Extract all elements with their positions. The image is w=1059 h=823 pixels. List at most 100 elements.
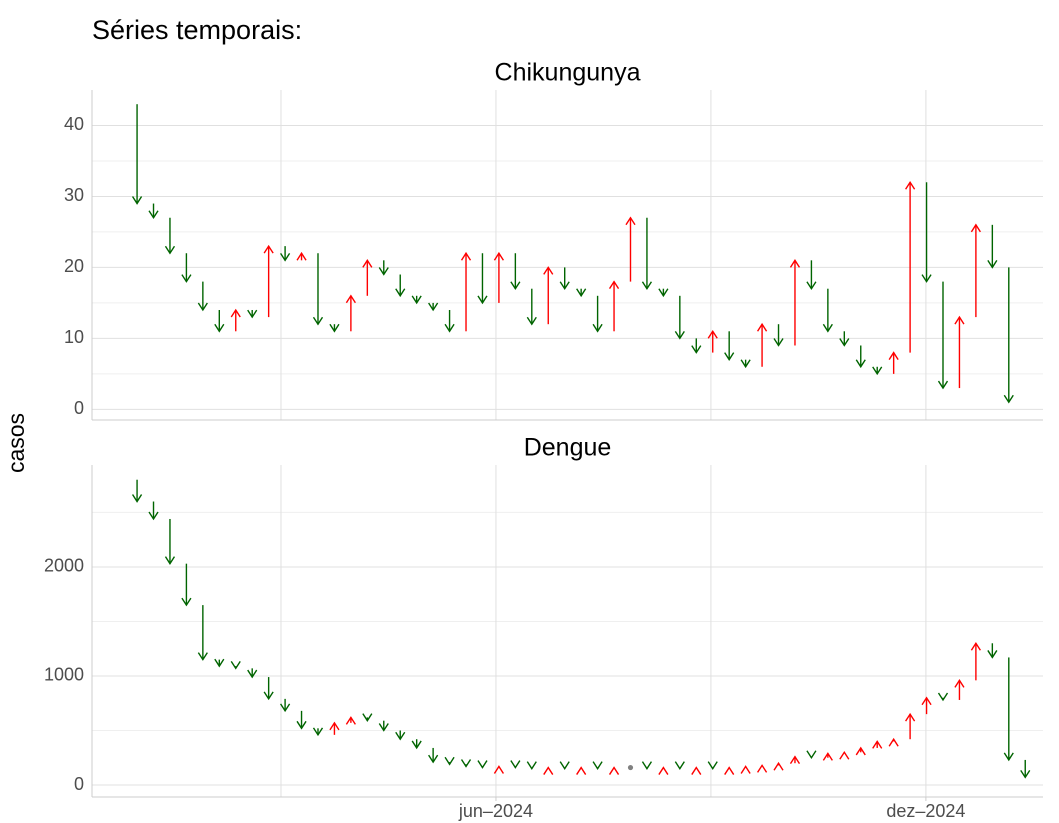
arrow-head <box>428 302 439 312</box>
arrow-head <box>773 338 784 347</box>
arrow-head <box>247 669 258 679</box>
change-arrow <box>296 251 307 261</box>
arrow-head <box>872 366 883 376</box>
change-arrow <box>559 761 570 770</box>
arrow-head <box>789 755 801 765</box>
facet-title: Dengue <box>524 434 612 462</box>
arrow-head <box>131 494 143 503</box>
y-tick-label: 2000 <box>44 556 84 576</box>
change-arrow <box>526 761 537 770</box>
change-arrow <box>608 766 620 775</box>
y-tick-label: 40 <box>64 114 84 134</box>
facet-title: Chikungunya <box>495 59 641 87</box>
arrow-head <box>247 309 258 319</box>
arrow-head <box>592 761 603 770</box>
arrow-head <box>329 323 340 333</box>
y-tick-label: 10 <box>64 327 84 347</box>
arrow-head <box>263 691 274 701</box>
arrow-head <box>197 302 208 312</box>
arrow-head <box>937 380 949 390</box>
change-arrow <box>411 739 422 750</box>
arrow-head <box>280 252 291 262</box>
arrow-head <box>674 761 685 770</box>
change-arrow <box>148 501 159 521</box>
arrow-head <box>987 650 998 659</box>
change-arrow <box>444 310 455 333</box>
change-arrow <box>395 730 406 741</box>
change-arrow <box>230 308 241 332</box>
change-arrow <box>296 710 307 730</box>
change-arrow <box>674 761 685 770</box>
change-arrow <box>822 752 833 761</box>
change-arrow <box>378 260 389 276</box>
arrow-head <box>691 766 702 775</box>
arrow-head <box>987 260 998 269</box>
arrow-head <box>345 716 356 725</box>
change-arrow <box>970 223 981 318</box>
arrow-head <box>312 727 324 737</box>
change-arrow <box>559 267 570 291</box>
change-arrow <box>954 679 965 700</box>
arrow-head <box>148 210 159 220</box>
arrow-head <box>477 295 488 305</box>
arrow-head <box>477 760 488 769</box>
arrow-head <box>526 316 537 326</box>
arrow-head <box>855 746 866 756</box>
change-arrow <box>773 324 784 347</box>
arrow-head <box>658 766 669 775</box>
change-arrow <box>280 246 291 262</box>
change-arrow <box>789 755 801 765</box>
arrow-head <box>707 761 718 770</box>
change-arrow <box>954 315 965 389</box>
no-change-point <box>627 764 634 771</box>
y-tick-label: 0 <box>74 774 84 794</box>
arrow-head <box>691 345 702 354</box>
change-arrow <box>280 698 291 713</box>
arrow-head <box>230 660 241 670</box>
arrow-head <box>641 281 653 291</box>
arrow-head <box>181 274 192 283</box>
arrow-head <box>921 696 932 706</box>
arrow-head <box>444 756 455 766</box>
change-arrow <box>592 295 603 333</box>
arrow-head <box>411 295 422 305</box>
change-arrow <box>987 643 998 659</box>
y-axis-label: casos <box>3 413 29 473</box>
arrow-head <box>460 759 472 768</box>
arrow-head <box>362 713 373 722</box>
change-arrow <box>345 294 356 332</box>
change-arrow <box>658 288 669 298</box>
change-arrow <box>576 766 587 775</box>
arrow-head <box>362 259 373 268</box>
arrow-head <box>888 737 899 747</box>
change-arrow <box>181 563 192 607</box>
arrow-head <box>724 352 735 361</box>
change-arrow <box>839 751 850 760</box>
arrow-head <box>395 731 406 741</box>
change-arrow <box>428 747 439 764</box>
y-tick-label: 30 <box>64 185 84 205</box>
x-tick-label: dez–2024 <box>886 801 965 821</box>
arrow-head <box>954 679 965 688</box>
change-arrow <box>263 244 274 318</box>
change-arrow <box>510 760 521 769</box>
change-arrow <box>888 351 899 374</box>
arrow-head <box>921 274 932 283</box>
arrow-head <box>756 322 768 332</box>
arrow-head <box>608 280 620 289</box>
arrow-head <box>970 641 981 651</box>
change-arrow <box>872 740 883 749</box>
arrow-head <box>1003 394 1014 404</box>
change-arrow <box>247 309 258 319</box>
arrow-head <box>263 244 274 254</box>
change-arrow <box>855 746 866 756</box>
y-tick-label: 20 <box>64 256 84 276</box>
change-arrow <box>526 288 537 326</box>
arrow-head <box>131 196 143 205</box>
arrow-head <box>888 351 899 360</box>
change-arrow <box>395 274 406 298</box>
arrow-head <box>230 308 241 318</box>
change-arrow <box>378 720 389 732</box>
arrow-head <box>592 323 603 333</box>
